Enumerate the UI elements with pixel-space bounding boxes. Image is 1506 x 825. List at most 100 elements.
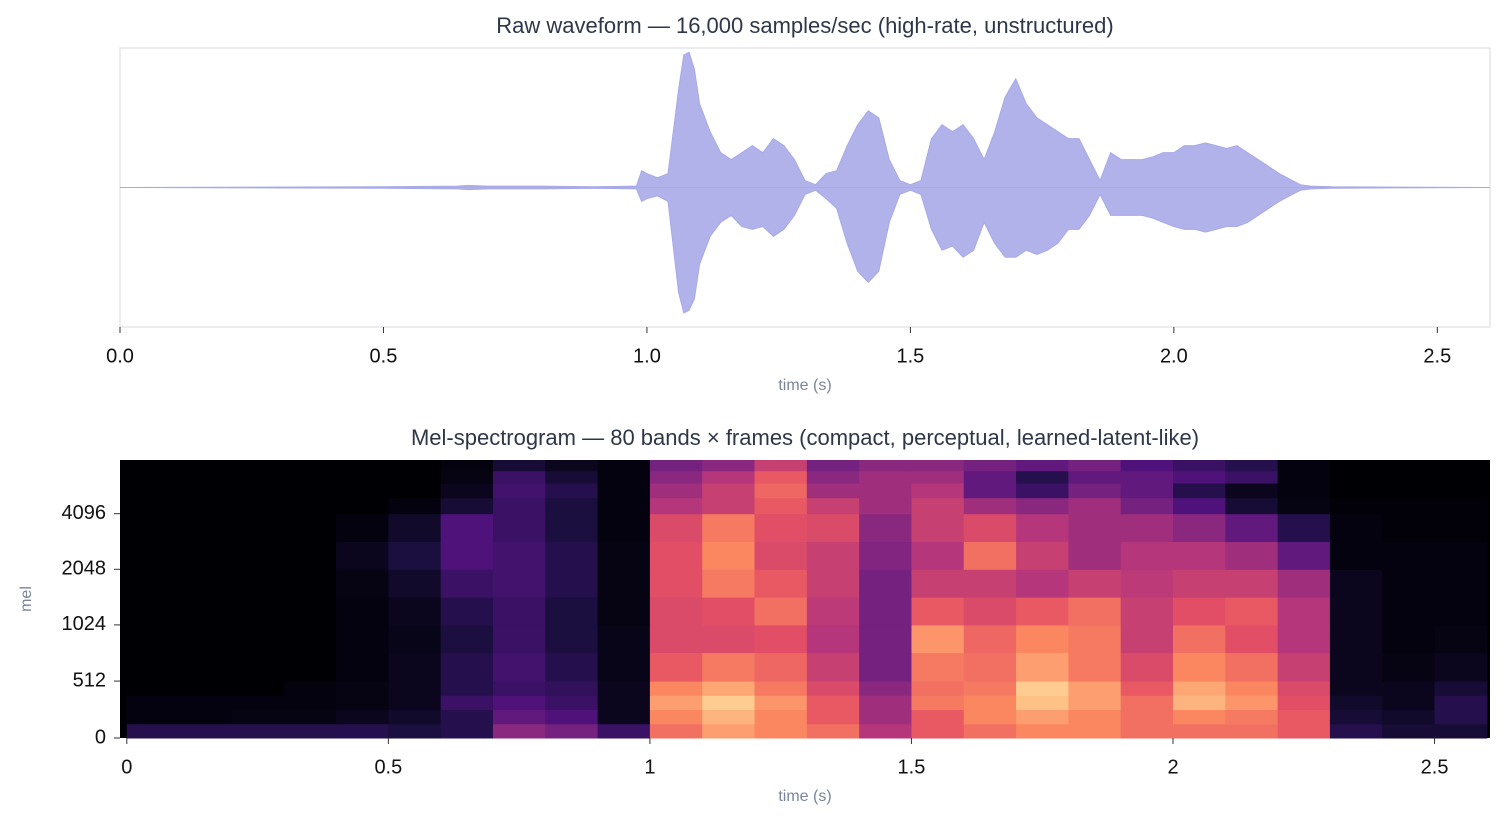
heatmap-cell bbox=[179, 460, 232, 472]
heatmap-cell bbox=[231, 483, 285, 499]
heatmap-cell bbox=[1016, 723, 1069, 739]
heatmap-cell bbox=[1068, 483, 1122, 499]
heatmap-cell bbox=[1382, 470, 1436, 484]
heatmap-cell bbox=[911, 497, 965, 515]
heatmap-cell bbox=[859, 470, 912, 484]
heatmap-cell bbox=[1277, 624, 1331, 654]
heatmap-cell bbox=[963, 723, 1017, 739]
heatmap-cell bbox=[179, 695, 232, 711]
heatmap-cell bbox=[283, 695, 337, 711]
heatmap-cell bbox=[440, 470, 494, 484]
heatmap-cell bbox=[1329, 569, 1383, 598]
heatmap-cell bbox=[231, 470, 285, 484]
heatmap-cell bbox=[1382, 709, 1436, 725]
heatmap-cell bbox=[231, 541, 285, 570]
heatmap-cell bbox=[1434, 513, 1488, 543]
heatmap-cell bbox=[231, 681, 285, 696]
heatmap-cell bbox=[179, 597, 232, 626]
heatmap-cell bbox=[754, 497, 808, 515]
x-tick-label: 1.5 bbox=[898, 756, 926, 778]
heatmap-cell bbox=[597, 709, 651, 725]
heatmap-cell bbox=[963, 624, 1017, 654]
heatmap-cell bbox=[1016, 460, 1069, 472]
heatmap-cell bbox=[1120, 624, 1174, 654]
heatmap-cell bbox=[388, 597, 442, 626]
heatmap-cell bbox=[1173, 483, 1226, 499]
heatmap-cell bbox=[1434, 681, 1488, 696]
heatmap-cell bbox=[1382, 513, 1436, 543]
heatmap-cell bbox=[597, 681, 651, 696]
heatmap-cell bbox=[1434, 723, 1488, 739]
x-tick-label: 1.5 bbox=[896, 345, 924, 367]
heatmap-cell bbox=[440, 652, 494, 682]
heatmap-cell bbox=[336, 541, 389, 570]
heatmap-cell bbox=[806, 695, 860, 711]
heatmap-cell bbox=[754, 569, 808, 598]
heatmap-cell bbox=[597, 723, 651, 739]
heatmap-cell bbox=[492, 470, 546, 484]
heatmap-cell bbox=[754, 681, 808, 696]
heatmap-cell bbox=[1382, 723, 1436, 739]
heatmap-cell bbox=[283, 652, 337, 682]
heatmap-cell bbox=[702, 709, 756, 725]
heatmap-cell bbox=[1277, 460, 1331, 472]
heatmap-cell bbox=[440, 483, 494, 499]
heatmap-cell bbox=[649, 709, 703, 725]
heatmap-cell bbox=[388, 460, 442, 472]
heatmap-cell bbox=[1016, 513, 1069, 543]
heatmap-cell bbox=[1277, 541, 1331, 570]
heatmap-cell bbox=[963, 681, 1017, 696]
heatmap-cell bbox=[545, 681, 599, 696]
heatmap-cell bbox=[492, 513, 546, 543]
heatmap-cell bbox=[1068, 695, 1122, 711]
chart-title: Raw waveform — 16,000 samples/sec (high-… bbox=[496, 13, 1113, 38]
heatmap-cell bbox=[1382, 597, 1436, 626]
heatmap-cell bbox=[1173, 541, 1226, 570]
heatmap-cell bbox=[859, 460, 912, 472]
heatmap-cell bbox=[1329, 470, 1383, 484]
heatmap-cell bbox=[179, 681, 232, 696]
heatmap-cell bbox=[1068, 709, 1122, 725]
heatmap-cell bbox=[806, 723, 860, 739]
heatmap-cell bbox=[702, 681, 756, 696]
heatmap-cell bbox=[702, 569, 756, 598]
heatmap-cell bbox=[1225, 624, 1279, 654]
heatmap-cell bbox=[649, 513, 703, 543]
heatmap-cell bbox=[702, 597, 756, 626]
heatmap-cell bbox=[1120, 569, 1174, 598]
heatmap-cell bbox=[1016, 470, 1069, 484]
heatmap-cell bbox=[1016, 709, 1069, 725]
heatmap-cell bbox=[1016, 483, 1069, 499]
heatmap-cell bbox=[806, 569, 860, 598]
heatmap-cell bbox=[911, 597, 965, 626]
x-tick-label: 2.5 bbox=[1423, 345, 1451, 367]
heatmap-cell bbox=[1068, 460, 1122, 472]
heatmap-cell bbox=[492, 569, 546, 598]
heatmap-cell bbox=[1329, 497, 1383, 515]
heatmap-cell bbox=[126, 569, 180, 598]
heatmap-cell bbox=[388, 652, 442, 682]
heatmap-cell bbox=[1434, 470, 1488, 484]
x-tick-label: 1.0 bbox=[633, 345, 661, 367]
heatmap-cell bbox=[283, 681, 337, 696]
heatmap-cell bbox=[492, 483, 546, 499]
x-tick-label: 1 bbox=[644, 756, 655, 778]
heatmap-cell bbox=[1225, 460, 1279, 472]
heatmap-cell bbox=[336, 723, 389, 739]
heatmap-cell bbox=[492, 723, 546, 739]
heatmap-cell bbox=[649, 624, 703, 654]
heatmap-cell bbox=[649, 470, 703, 484]
heatmap-cell bbox=[179, 652, 232, 682]
heatmap-cell bbox=[1329, 652, 1383, 682]
heatmap-cell bbox=[336, 569, 389, 598]
heatmap-cell bbox=[1173, 569, 1226, 598]
heatmap-cell bbox=[179, 470, 232, 484]
heatmap-cell bbox=[1120, 681, 1174, 696]
x-tick-label: 2.0 bbox=[1160, 345, 1188, 367]
heatmap-cell bbox=[126, 541, 180, 570]
heatmap-cell bbox=[126, 681, 180, 696]
heatmap-cell bbox=[492, 541, 546, 570]
heatmap-cell bbox=[1382, 681, 1436, 696]
heatmap-cell bbox=[388, 470, 442, 484]
heatmap-cell bbox=[1225, 681, 1279, 696]
